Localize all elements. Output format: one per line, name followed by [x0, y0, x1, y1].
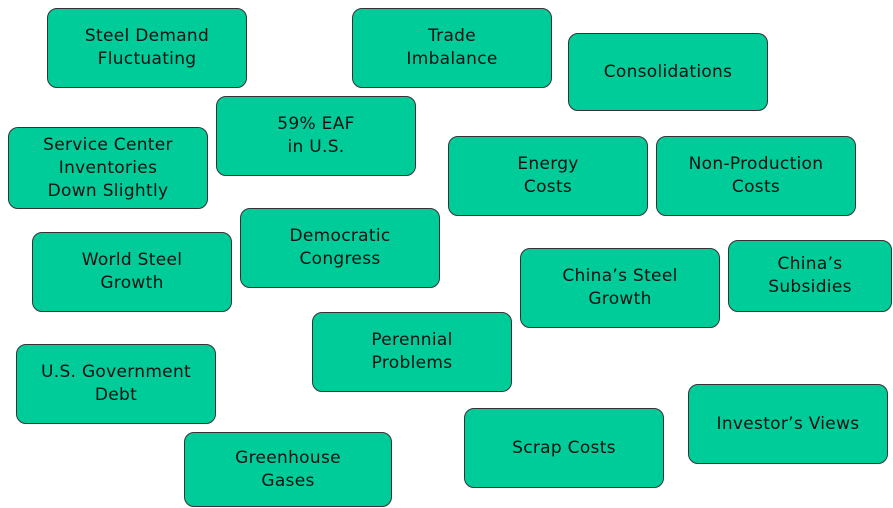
topic-box: Service Center Inventories Down Slightly [8, 127, 208, 209]
topic-label: Greenhouse [235, 447, 341, 468]
topic-label: Investor’s Views [716, 413, 860, 434]
topic-label: Down Slightly [47, 180, 169, 201]
topic-box: Energy Costs [448, 136, 648, 216]
topic-label: China’s Steel [562, 266, 678, 286]
topic-label: Trade [427, 26, 477, 46]
topic-label: Democratic [289, 226, 391, 246]
topic-label: Perennial [371, 330, 453, 350]
topic-box: Greenhouse Gases [184, 432, 392, 507]
topic-label: World Steel [81, 250, 183, 270]
topic-label: Debt [94, 385, 138, 405]
topic-label: Non-Production [688, 154, 824, 174]
topic-box: Consolidations [568, 33, 768, 111]
topic-label: Energy [517, 154, 579, 174]
topic-label: Growth [588, 289, 652, 309]
topic-box: Democratic Congress [240, 208, 440, 288]
topic-box: World Steel Growth [32, 232, 232, 312]
topic-label: Fluctuating [97, 49, 197, 69]
topic-label: Scrap Costs [512, 437, 616, 458]
topic-label: Gases [261, 470, 315, 491]
topic-box: Investor’s Views [688, 384, 888, 464]
topic-box: Steel Demand Fluctuating [47, 8, 247, 88]
topic-label: Costs [731, 177, 781, 197]
topic-label: Service Center [43, 134, 173, 155]
topic-box: China’s Subsidies [728, 240, 892, 312]
topic-box: China’s Steel Growth [520, 248, 720, 328]
topic-label: in U.S. [287, 137, 345, 157]
topic-box: Trade Imbalance [352, 8, 552, 88]
topic-label: Imbalance [406, 49, 498, 69]
topic-box: 59% EAF in U.S. [216, 96, 416, 176]
topic-label: Costs [523, 177, 573, 197]
topic-label: Growth [100, 273, 164, 293]
topic-label: Problems [371, 353, 453, 373]
topic-label: China’s [777, 254, 843, 274]
topic-box: Scrap Costs [464, 408, 664, 488]
topic-box: Non-Production Costs [656, 136, 856, 216]
topic-label: U.S. Government [41, 362, 191, 382]
topic-label: Steel Demand [84, 26, 210, 46]
topic-box: Perennial Problems [312, 312, 512, 392]
topic-label: Subsidies [768, 277, 852, 297]
topic-label: Inventories [58, 157, 158, 178]
topic-label: 59% EAF [277, 114, 355, 134]
topic-label: Congress [299, 249, 381, 269]
topic-label: Consolidations [603, 61, 733, 82]
topic-box: U.S. Government Debt [16, 344, 216, 424]
